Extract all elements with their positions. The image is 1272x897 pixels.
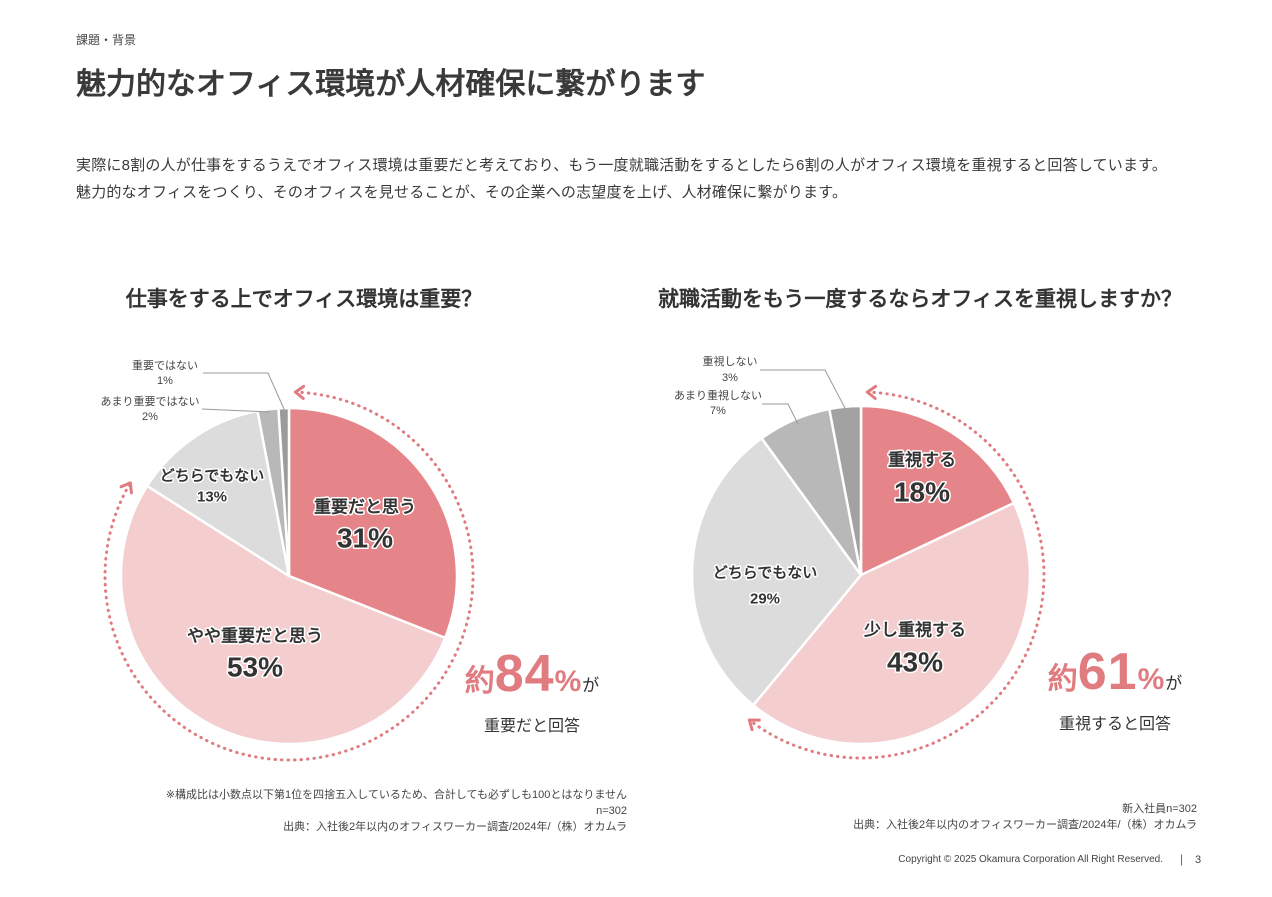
note-line: 出典：入社後2年以内のオフィスワーカー調査/2024年/（株）オカムラ <box>283 821 627 833</box>
pie-slice-4 <box>277 406 291 578</box>
section-label: 課題・背景 <box>76 33 137 47</box>
slice-value-label: 18% <box>894 477 950 508</box>
pie-slice-0 <box>859 404 1016 577</box>
page-number: 3 <box>1195 854 1202 866</box>
callout-unit: % <box>554 665 582 698</box>
pie-slice-3 <box>760 407 863 577</box>
slice-label: どちらでもない <box>160 468 265 485</box>
leader-line <box>762 403 799 425</box>
note-line: 出典：入社後2年以内のオフィスワーカー調査/2024年/（株）オカムラ <box>853 819 1197 831</box>
slice-value-label: 43% <box>887 647 943 678</box>
callout-left: 約84%が 重要だと回答 <box>452 648 612 737</box>
pie-slice-0 <box>287 406 459 640</box>
arrowhead <box>747 718 761 732</box>
leader-line <box>201 408 271 413</box>
pie-slice-3 <box>256 407 291 578</box>
body-text: 実際に8割の人が仕事をするうえでオフィス環境は重要だと考えており、もう一度就職活… <box>76 152 1226 206</box>
callout-figure: 約61%が <box>1035 646 1195 711</box>
slice-label: 重視する <box>888 450 956 470</box>
body-line: 実際に8割の人が仕事をするうえでオフィス環境は重要だと考えており、もう一度就職活… <box>76 157 1168 174</box>
pie-slice-2 <box>145 409 291 578</box>
slice-label: やや重要だと思う <box>187 626 323 646</box>
callout-value: 61 <box>1077 643 1138 701</box>
dotted-arc <box>103 390 475 762</box>
callout-prefix: 約 <box>1047 663 1078 696</box>
body-line: 魅力的なオフィスをつくり、そのオフィスを見せることが、その企業への志望度を上げ、… <box>76 184 848 201</box>
callout-caption: 重視すると回答 <box>1058 716 1171 733</box>
callout-figure: 約84%が <box>452 648 612 713</box>
slice-label: あまり重要ではない <box>101 394 200 408</box>
callout-suffix: が <box>1165 674 1183 693</box>
slice-label: 重要ではない <box>132 358 198 372</box>
slice-value-label: 13% <box>197 489 227 506</box>
callout-unit: % <box>1137 663 1165 696</box>
notes-right: 新入社員n=302 出典：入社後2年以内のオフィスワーカー調査/2024年/（株… <box>760 801 1197 833</box>
notes-left: ※構成比は小数点以下第1位を四捨五入しているため、合計しても必ずしも100とはな… <box>100 787 627 835</box>
page-title: 魅力的なオフィス環境が人材確保に繋がります <box>76 68 706 101</box>
arrowhead <box>293 384 306 400</box>
slice-value-label: 2% <box>142 411 158 423</box>
pie-slices <box>690 404 1032 746</box>
callout-right: 約61%が 重視すると回答 <box>1035 646 1195 735</box>
callout-value: 84 <box>494 645 555 703</box>
slice-value-label: 53% <box>227 652 283 683</box>
pie-slice-4 <box>828 404 863 577</box>
slice-value-label: 3% <box>722 372 738 384</box>
chart-title-right: 就職活動をもう一度するならオフィスを重視しますか？ <box>658 288 1182 311</box>
dotted-arc <box>747 390 1046 760</box>
copyright: Copyright © 2025 Okamura Corporation All… <box>898 854 1163 865</box>
note-line: 新入社員n=302 <box>1122 803 1197 815</box>
pie-slices <box>119 406 459 746</box>
slice-labels: 重要だと思う 31% やや重要だと思う 53% どちらでもない 13% あまり重要ではない 2… <box>101 358 418 684</box>
arrowhead <box>119 481 133 495</box>
arrowhead <box>865 384 878 400</box>
leader-lines <box>760 369 847 425</box>
callout-suffix: が <box>582 676 600 695</box>
slice-label: どちらでもない <box>713 565 818 582</box>
pie-slice-1 <box>752 501 1032 746</box>
leader-line <box>760 369 847 411</box>
note-line: ※構成比は小数点以下第1位を四捨五入しているため、合計しても必ずしも100とはな… <box>165 789 627 801</box>
slice-labels: 重視する 18% 少し重視する 43% どちらでもない 29% あまり重視しない 7% 重視しな… <box>674 354 968 679</box>
note-line: n=302 <box>596 805 627 817</box>
slice-label: あまり重視しない <box>674 388 762 402</box>
slice-value-label: 31% <box>337 523 393 554</box>
callout-prefix: 約 <box>464 665 495 698</box>
leader-lines <box>201 372 285 413</box>
callout-caption: 重要だと回答 <box>483 718 580 735</box>
pie-slice-2 <box>690 437 863 707</box>
slice-label: 少し重視する <box>863 620 966 640</box>
slice-value-label: 7% <box>710 405 726 417</box>
leader-line <box>203 372 285 410</box>
pie-slice-1 <box>119 484 447 746</box>
chart-title-left: 仕事をする上でオフィス環境は重要？ <box>125 288 483 311</box>
slice-value-label: 1% <box>157 375 173 387</box>
slice-label: 重視しない <box>703 354 758 368</box>
slice-value-label: 29% <box>750 591 780 608</box>
slice-label: 重要だと思う <box>314 497 416 517</box>
footer-separator: | <box>1180 852 1184 866</box>
